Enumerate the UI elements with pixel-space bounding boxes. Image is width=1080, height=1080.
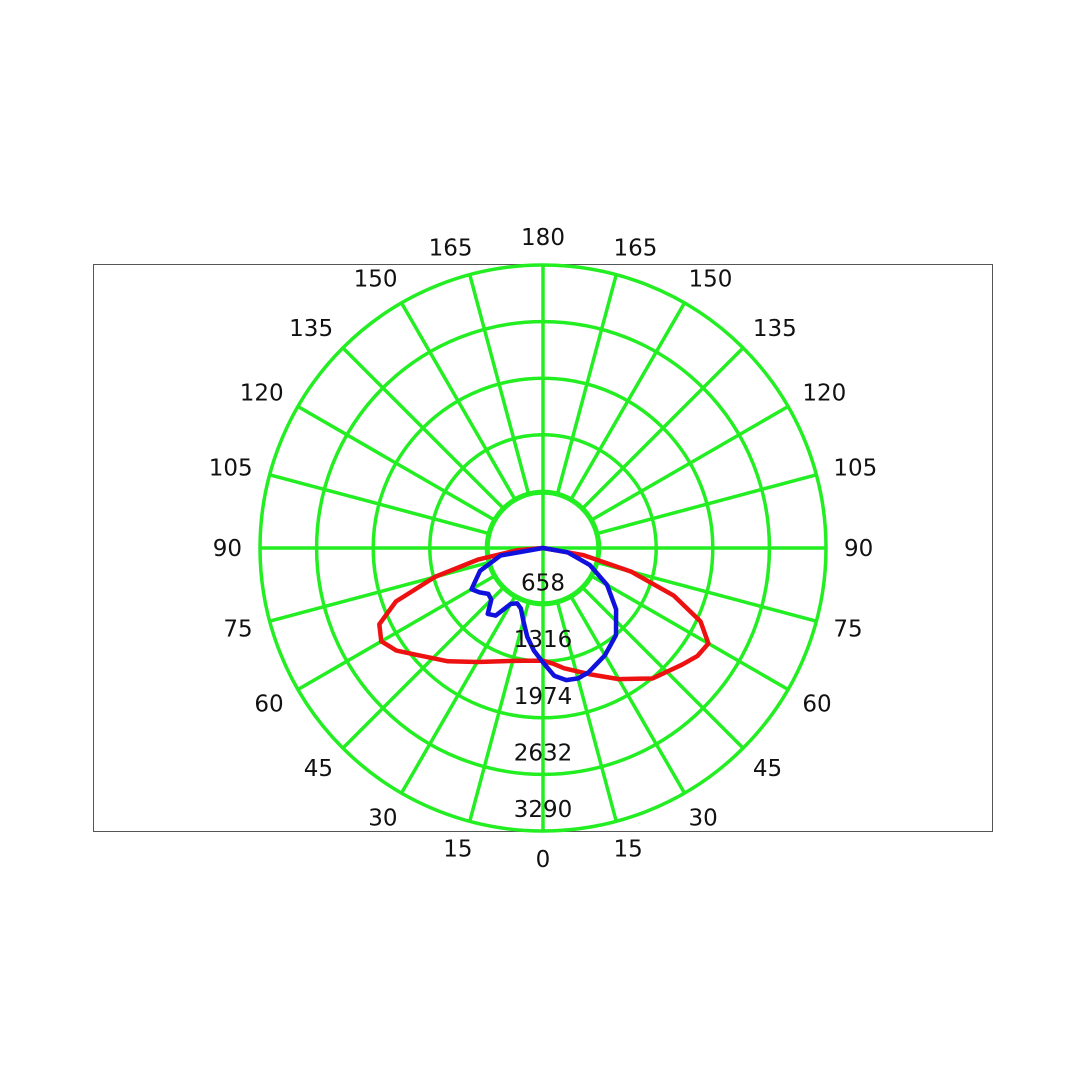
grid-spoke-left-150 [399,302,518,502]
grid-spoke-right-135 [580,346,745,511]
angle-label-left: 120 [240,381,284,407]
series-curve-2 [469,545,619,683]
radial-tick-label: 1316 [514,627,573,653]
grid-spoke-left-135 [341,346,506,511]
radial-tick-label: 2632 [514,740,573,766]
grid-spoke-left-60 [297,573,497,692]
grid-spoke-left-120 [297,404,497,523]
angle-label-left: 0 [536,847,551,873]
angle-label-right: 120 [802,381,846,407]
grid-spoke-right-120 [589,404,789,523]
grid-spoke-right-60 [589,573,789,692]
grid-spoke-left-165 [468,274,531,496]
grid-spoke-left-45 [341,585,506,750]
radial-tick-labels: 658 1316 1974 2632 3290 [514,571,573,823]
grid-spoke-left-15 [468,600,531,822]
radial-tick-label: 1974 [514,684,573,710]
angle-label-right: 30 [689,805,718,831]
polar-grid [258,263,828,833]
angle-label-left: 135 [289,316,333,342]
series-layer [377,545,711,683]
grid-spoke-right-150 [568,302,687,502]
angle-label-right: 105 [833,456,877,482]
angle-label-right: 45 [753,756,782,782]
angle-label-left: 45 [304,756,333,782]
radial-tick-label: 3290 [514,797,573,823]
grid-spoke-right-15 [555,600,618,822]
angle-label-right: 135 [753,316,797,342]
grid-spoke-left-105 [269,473,491,536]
angle-label-right: 75 [833,616,862,642]
angle-label-right: 150 [689,267,733,293]
angle-label-left: 105 [209,456,253,482]
angle-label-right: 90 [844,536,873,562]
angle-label-left: 30 [368,805,397,831]
angle-label-left: 60 [254,692,283,718]
grid-spoke-right-30 [568,594,687,794]
angle-tick-labels: 0 15 30 45 60 75 90 105 120 135 150 165 180 15 30 45 60 7… [209,225,878,873]
grid-spoke-left-30 [399,594,518,794]
grid-spoke-right-105 [595,473,817,536]
angle-label-left: 150 [354,267,398,293]
angle-label-left: 180 [521,225,565,251]
angle-label-left: 15 [443,836,472,862]
angle-label-right: 15 [613,836,642,862]
angle-label-left: 165 [429,236,473,262]
grid-spoke-left-75 [269,560,491,623]
angle-label-right: 60 [802,692,831,718]
grid-spoke-right-45 [580,585,745,750]
radial-tick-label: 658 [521,571,565,597]
angle-label-left: 90 [213,536,242,562]
angle-label-right: 165 [613,236,657,262]
angle-label-left: 75 [223,616,252,642]
grid-spoke-right-165 [555,274,618,496]
